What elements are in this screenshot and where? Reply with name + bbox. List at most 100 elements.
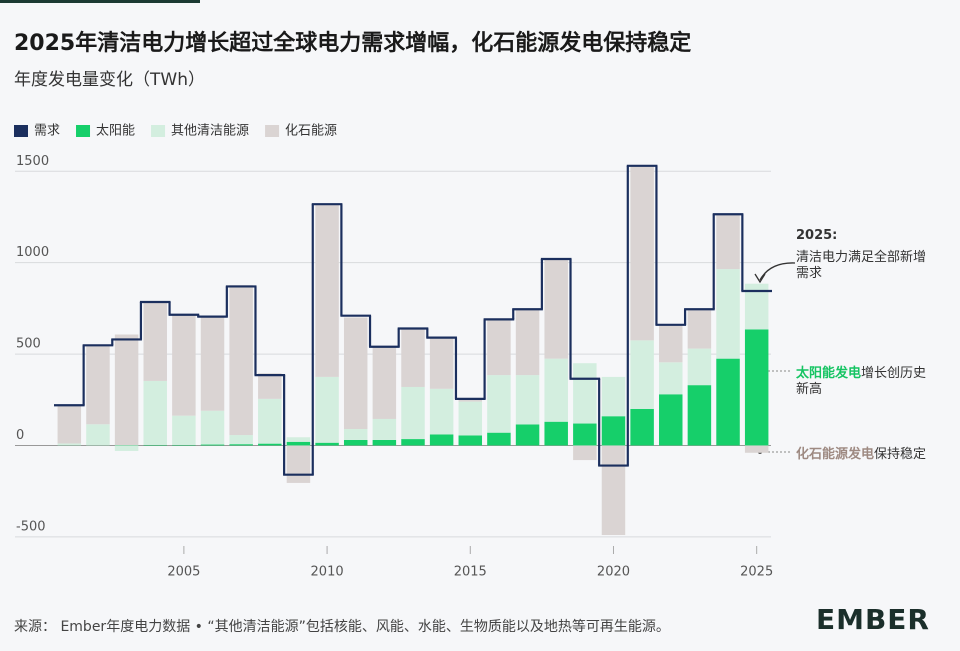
bar-segment: [744, 329, 769, 446]
y-tick-label: 1000: [16, 245, 49, 260]
bar-segment: [286, 437, 311, 442]
bar-segment: [258, 373, 282, 399]
legend-swatch: [151, 125, 166, 137]
x-tick-label: 2025: [740, 565, 773, 580]
bar-segment: [630, 340, 654, 409]
y-tick-label: 500: [16, 337, 41, 352]
bar-segment: [687, 348, 712, 386]
y-tick-label: 0: [16, 428, 24, 443]
annotation-text: 保持稳定: [874, 447, 927, 462]
bar-segment: [229, 435, 253, 445]
bar-segment: [429, 434, 454, 446]
x-tick-label: 2020: [597, 565, 630, 580]
bar-segment: [315, 376, 339, 443]
chart-subtitle: 年度发电量变化（TWh）: [14, 70, 205, 90]
legend-swatch: [76, 125, 91, 137]
bar-segment: [172, 444, 196, 446]
bar-segment: [229, 444, 253, 446]
annotation-highlight: 太阳能发电: [796, 366, 862, 381]
bar-segment: [114, 334, 139, 446]
bar-segment: [544, 358, 568, 422]
bar-segment: [429, 337, 454, 389]
bar-segment: [343, 439, 368, 446]
annotation: 化石能源发电保持稳定: [796, 447, 936, 463]
bar-segment: [716, 214, 740, 270]
bar-segment: [343, 429, 368, 440]
bar-segment: [716, 358, 740, 446]
bar-segment: [601, 445, 626, 536]
bar-segment: [372, 418, 397, 440]
bar-segment: [601, 416, 626, 446]
bar-segment: [659, 394, 683, 446]
legend-swatch: [265, 125, 280, 137]
x-tick-label: 2005: [167, 565, 200, 580]
bar-segment: [487, 375, 511, 433]
annotation: 2025:: [796, 228, 838, 243]
y-tick-label: 1500: [16, 154, 49, 169]
arrow-head: [754, 273, 766, 284]
bar-segment: [372, 439, 397, 446]
bar-segment: [229, 285, 253, 436]
bar-segment: [401, 439, 425, 446]
bar-segment: [401, 386, 425, 440]
bar-segment: [515, 308, 540, 376]
bar-segment: [573, 445, 597, 461]
bar-segment: [458, 399, 483, 402]
bar-segment: [687, 385, 712, 446]
bar-segment: [515, 424, 540, 446]
x-tick-label: 2015: [454, 565, 487, 580]
bar-segment: [429, 388, 454, 435]
bar-segment: [659, 324, 683, 363]
x-tick-label: 2010: [311, 565, 344, 580]
bar-segment: [57, 405, 82, 444]
bar-segment: [57, 443, 82, 446]
bar-segment: [487, 432, 511, 446]
bar-segment: [544, 259, 568, 359]
bar-segment: [172, 415, 196, 445]
bar-segment: [687, 310, 712, 349]
bar-segment: [401, 328, 425, 387]
bar-segment: [343, 317, 368, 430]
bar-segment: [86, 424, 110, 446]
bar-segment: [200, 444, 225, 446]
bar-segment: [515, 375, 540, 425]
logo: EMBER: [816, 603, 930, 636]
top-rule: [0, 0, 200, 3]
bar-segment: [143, 380, 167, 445]
bar-segment: [487, 320, 511, 376]
bar-segment: [114, 445, 139, 451]
bar-segment: [544, 421, 568, 446]
annotation-arrow: [759, 262, 796, 281]
legend-label: 其他清洁能源: [171, 124, 249, 139]
bar-segment: [601, 376, 626, 417]
bar-segment: [744, 283, 769, 330]
bar-segment: [372, 345, 397, 419]
bar-segment: [630, 408, 654, 446]
annotation: 太阳能发电增长创历史新高: [796, 366, 936, 398]
bar-segment: [86, 345, 110, 425]
annotation-highlight: 化石能源发电: [796, 447, 875, 462]
legend-label: 太阳能: [96, 124, 135, 139]
bar-segment: [315, 442, 339, 446]
bar-segment: [143, 301, 167, 381]
annotation: 清洁电力满足全部新增需求: [796, 250, 927, 281]
bar-segment: [258, 443, 282, 446]
source-note: 来源： Ember年度电力数据 • “其他清洁能源”包括核能、风能、水能、生物质…: [14, 618, 670, 635]
legend-label: 化石能源: [285, 124, 337, 139]
bar-segment: [458, 401, 483, 436]
bar-segment: [458, 435, 483, 446]
bar-segment: [573, 363, 597, 424]
bar-segment: [716, 269, 740, 359]
bar-segment: [286, 445, 311, 483]
bar-segment: [200, 315, 225, 411]
bar-segment: [573, 423, 597, 446]
bar-segment: [744, 445, 769, 453]
bar-segment: [143, 444, 167, 446]
y-tick-label: -500: [16, 519, 46, 534]
bar-segment: [200, 410, 225, 445]
bar-segment: [172, 314, 196, 416]
bar-segment: [315, 204, 339, 377]
annotation-text: 增长创历史新高: [796, 366, 927, 397]
